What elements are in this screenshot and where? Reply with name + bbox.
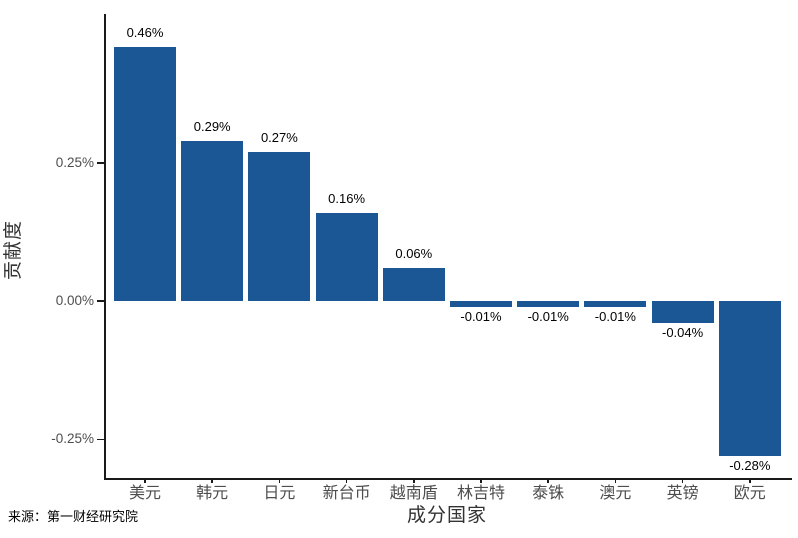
x-tick-label-韩元: 韩元 [196, 485, 229, 502]
x-tick [211, 478, 213, 483]
y-tick-label: 0.25% [55, 155, 94, 171]
x-tick [144, 478, 146, 483]
bar-泰铢 [517, 301, 580, 307]
y-tick [97, 162, 105, 164]
y-axis-title: 贡献度 [3, 220, 24, 281]
x-tick [547, 478, 549, 483]
x-tick [278, 478, 281, 483]
x-tick [749, 478, 751, 483]
bar-英镑 [651, 301, 714, 324]
bar-value-label: -0.01% [460, 308, 502, 324]
bar-value-label: 0.27% [260, 130, 298, 146]
x-tick-label-英镑: 英镑 [666, 485, 699, 502]
plot-area: 0.46% 0.29% 0.27% 0.16% 0.06% -0.01% -0.01% -0.… [106, 14, 789, 478]
x-tick-label-澳元: 澳元 [599, 485, 632, 502]
x-tick [614, 478, 617, 483]
bar-value-label: 0.29% [193, 119, 231, 135]
bar-林吉特 [450, 301, 512, 307]
x-tick-label-泰铢: 泰铢 [532, 485, 565, 502]
x-tick-label-越南盾: 越南盾 [389, 485, 438, 502]
bar-韩元 [181, 141, 244, 302]
x-tick [480, 478, 482, 483]
bar-澳元 [584, 301, 647, 307]
x-tick-label-林吉特: 林吉特 [456, 485, 505, 502]
bar-value-label: 0.06% [395, 246, 433, 262]
x-axis-title: 成分国家 [406, 505, 487, 526]
bar-value-label: 0.16% [328, 190, 366, 206]
bar-欧元 [718, 301, 781, 456]
x-tick [681, 478, 684, 483]
y-axis-line [104, 14, 106, 480]
bar-value-label: -0.01% [594, 308, 636, 324]
bar-美元 [114, 47, 176, 302]
bar-越南盾 [382, 268, 445, 302]
source-note: 来源：第一财经研究院 [8, 509, 139, 524]
x-tick [413, 478, 415, 483]
bar-日元 [248, 152, 311, 302]
y-tick [97, 300, 105, 302]
x-axis-line [104, 478, 792, 480]
x-tick-label-新台币: 新台币 [322, 485, 371, 502]
bar-value-label: -0.04% [661, 325, 704, 341]
bar-value-label: -0.28% [729, 457, 771, 473]
x-tick-label-日元: 日元 [263, 485, 296, 502]
y-tick-label: 0.00% [55, 293, 94, 309]
x-tick-label-欧元: 欧元 [733, 485, 766, 502]
x-tick [345, 478, 348, 483]
bar-value-label: 0.46% [126, 25, 164, 41]
y-tick [97, 438, 105, 441]
bar-value-label: -0.01% [527, 308, 569, 324]
bar-新台币 [315, 212, 378, 302]
y-tick-label: -0.25% [51, 431, 94, 447]
x-tick-label-美元: 美元 [128, 485, 161, 502]
